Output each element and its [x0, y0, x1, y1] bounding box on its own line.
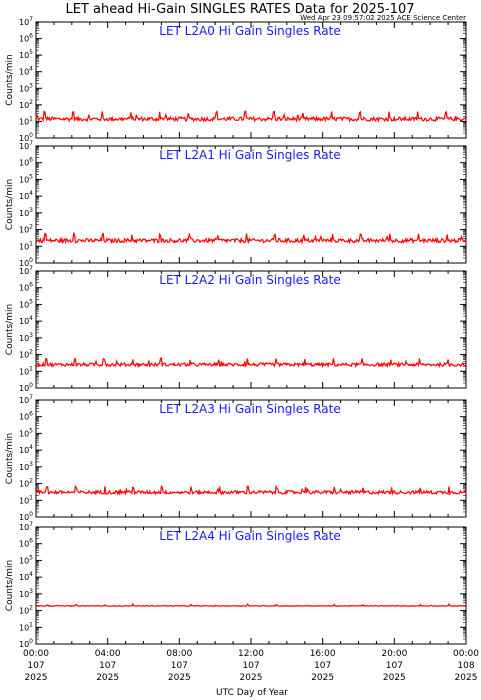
y-tick-label: 105 [19, 554, 33, 565]
x-tick-time-label: 12:00 [238, 649, 264, 659]
x-tick-time-label: 20:00 [381, 649, 407, 659]
panel-title: LET L2A1 Hi Gain Singles Rate [159, 148, 340, 162]
y-tick-label: 104 [19, 190, 33, 201]
panel-title: LET L2A4 Hi Gain Singles Rate [159, 529, 340, 543]
y-tick-label: 102 [19, 224, 33, 235]
chart-title: LET ahead Hi-Gain SINGLES RATES Data for… [65, 2, 414, 17]
y-tick-label: 102 [19, 605, 33, 616]
y-tick-label: 103 [19, 461, 33, 472]
y-axis-label: Counts/min [5, 304, 15, 355]
series-line [35, 357, 467, 369]
panel-3: 100 101 102 103 104 105 106 107 Counts/min LET L2… [5, 394, 467, 522]
y-tick-label: 104 [19, 315, 33, 326]
y-tick-label: 101 [19, 621, 33, 632]
y-tick-label: 103 [19, 82, 33, 93]
y-tick-label: 101 [19, 494, 33, 505]
y-tick-label: 103 [19, 332, 33, 343]
x-tick-year-label: 2025 [25, 673, 48, 683]
y-axis-label: Counts/min [5, 54, 15, 105]
panel-4: 100 101 102 103 104 105 106 107 Counts/min LET L2… [5, 521, 467, 649]
y-axis-label: Counts/min [5, 179, 15, 230]
panel-title: LET L2A3 Hi Gain Singles Rate [159, 402, 340, 416]
x-tick-doy-label: 107 [242, 661, 259, 671]
x-tick-time-label: 00:00 [23, 649, 49, 659]
panel-2: 100 101 102 103 104 105 106 107 Counts/min LET L2… [5, 265, 467, 393]
panel-frame [35, 399, 467, 518]
y-tick-label: 104 [19, 444, 33, 455]
y-tick-label: 100 [19, 257, 33, 268]
panel-frame [35, 270, 467, 389]
y-tick-label: 106 [19, 282, 33, 293]
x-tick-doy-label: 108 [457, 661, 474, 671]
y-tick-label: 107 [19, 16, 33, 27]
x-tick-doy-label: 107 [314, 661, 331, 671]
series-line [35, 484, 467, 496]
y-tick-label: 100 [19, 638, 33, 649]
y-tick-label: 100 [19, 382, 33, 393]
y-tick-label: 104 [19, 571, 33, 582]
y-tick-label: 103 [19, 207, 33, 218]
panel-frame [35, 526, 467, 645]
y-tick-label: 107 [19, 265, 33, 276]
panel-0: 100 101 102 103 104 105 106 107 Counts/min LET L2… [5, 16, 467, 143]
y-tick-label: 104 [19, 66, 33, 77]
y-tick-label: 101 [19, 365, 33, 376]
timestamp-label: Wed Apr 23 09:57:02 2025 ACE Science Cen… [300, 14, 466, 22]
y-tick-label: 106 [19, 538, 33, 549]
x-tick-doy-label: 107 [171, 661, 188, 671]
x-tick-year-label: 2025 [240, 673, 263, 683]
x-tick-year-label: 2025 [383, 673, 406, 683]
y-axis-label: Counts/min [5, 560, 15, 611]
y-tick-label: 106 [19, 411, 33, 422]
panel-1: 100 101 102 103 104 105 106 107 Counts/min LET L2… [5, 140, 467, 268]
y-tick-label: 105 [19, 298, 33, 309]
y-tick-label: 100 [19, 132, 33, 143]
x-tick-time-label: 04:00 [95, 649, 121, 659]
series-line [35, 231, 467, 245]
x-tick-doy-label: 107 [386, 661, 403, 671]
y-tick-label: 107 [19, 521, 33, 532]
x-tick-year-label: 2025 [311, 673, 334, 683]
y-tick-label: 103 [19, 588, 33, 599]
panel-frame [35, 145, 467, 264]
y-tick-label: 102 [19, 478, 33, 489]
x-tick-year-label: 2025 [455, 673, 478, 683]
panels-group: 100 101 102 103 104 105 106 107 Counts/min LET L2… [5, 16, 479, 683]
x-tick-year-label: 2025 [96, 673, 119, 683]
x-tick-time-label: 16:00 [310, 649, 336, 659]
y-tick-label: 105 [19, 173, 33, 184]
y-tick-label: 101 [19, 240, 33, 251]
y-tick-label: 102 [19, 349, 33, 360]
y-axis-label: Counts/min [5, 433, 15, 484]
x-tick-year-label: 2025 [168, 673, 191, 683]
y-tick-label: 100 [19, 511, 33, 522]
y-tick-label: 107 [19, 140, 33, 151]
series-line [35, 602, 467, 608]
y-tick-label: 105 [19, 427, 33, 438]
panel-title: LET L2A2 Hi Gain Singles Rate [159, 273, 340, 287]
y-tick-label: 101 [19, 115, 33, 126]
series-line [35, 109, 467, 124]
x-tick-doy-label: 107 [27, 661, 44, 671]
x-tick-time-label: 00:00 [453, 649, 479, 659]
panel-title: LET L2A0 Hi Gain Singles Rate [159, 24, 340, 38]
x-axis-label: UTC Day of Year [216, 688, 288, 698]
y-tick-label: 102 [19, 99, 33, 110]
y-tick-label: 106 [19, 33, 33, 44]
x-tick-doy-label: 107 [99, 661, 116, 671]
y-tick-label: 105 [19, 49, 33, 60]
x-tick-time-label: 08:00 [166, 649, 192, 659]
y-tick-label: 106 [19, 157, 33, 168]
y-tick-label: 107 [19, 394, 33, 405]
